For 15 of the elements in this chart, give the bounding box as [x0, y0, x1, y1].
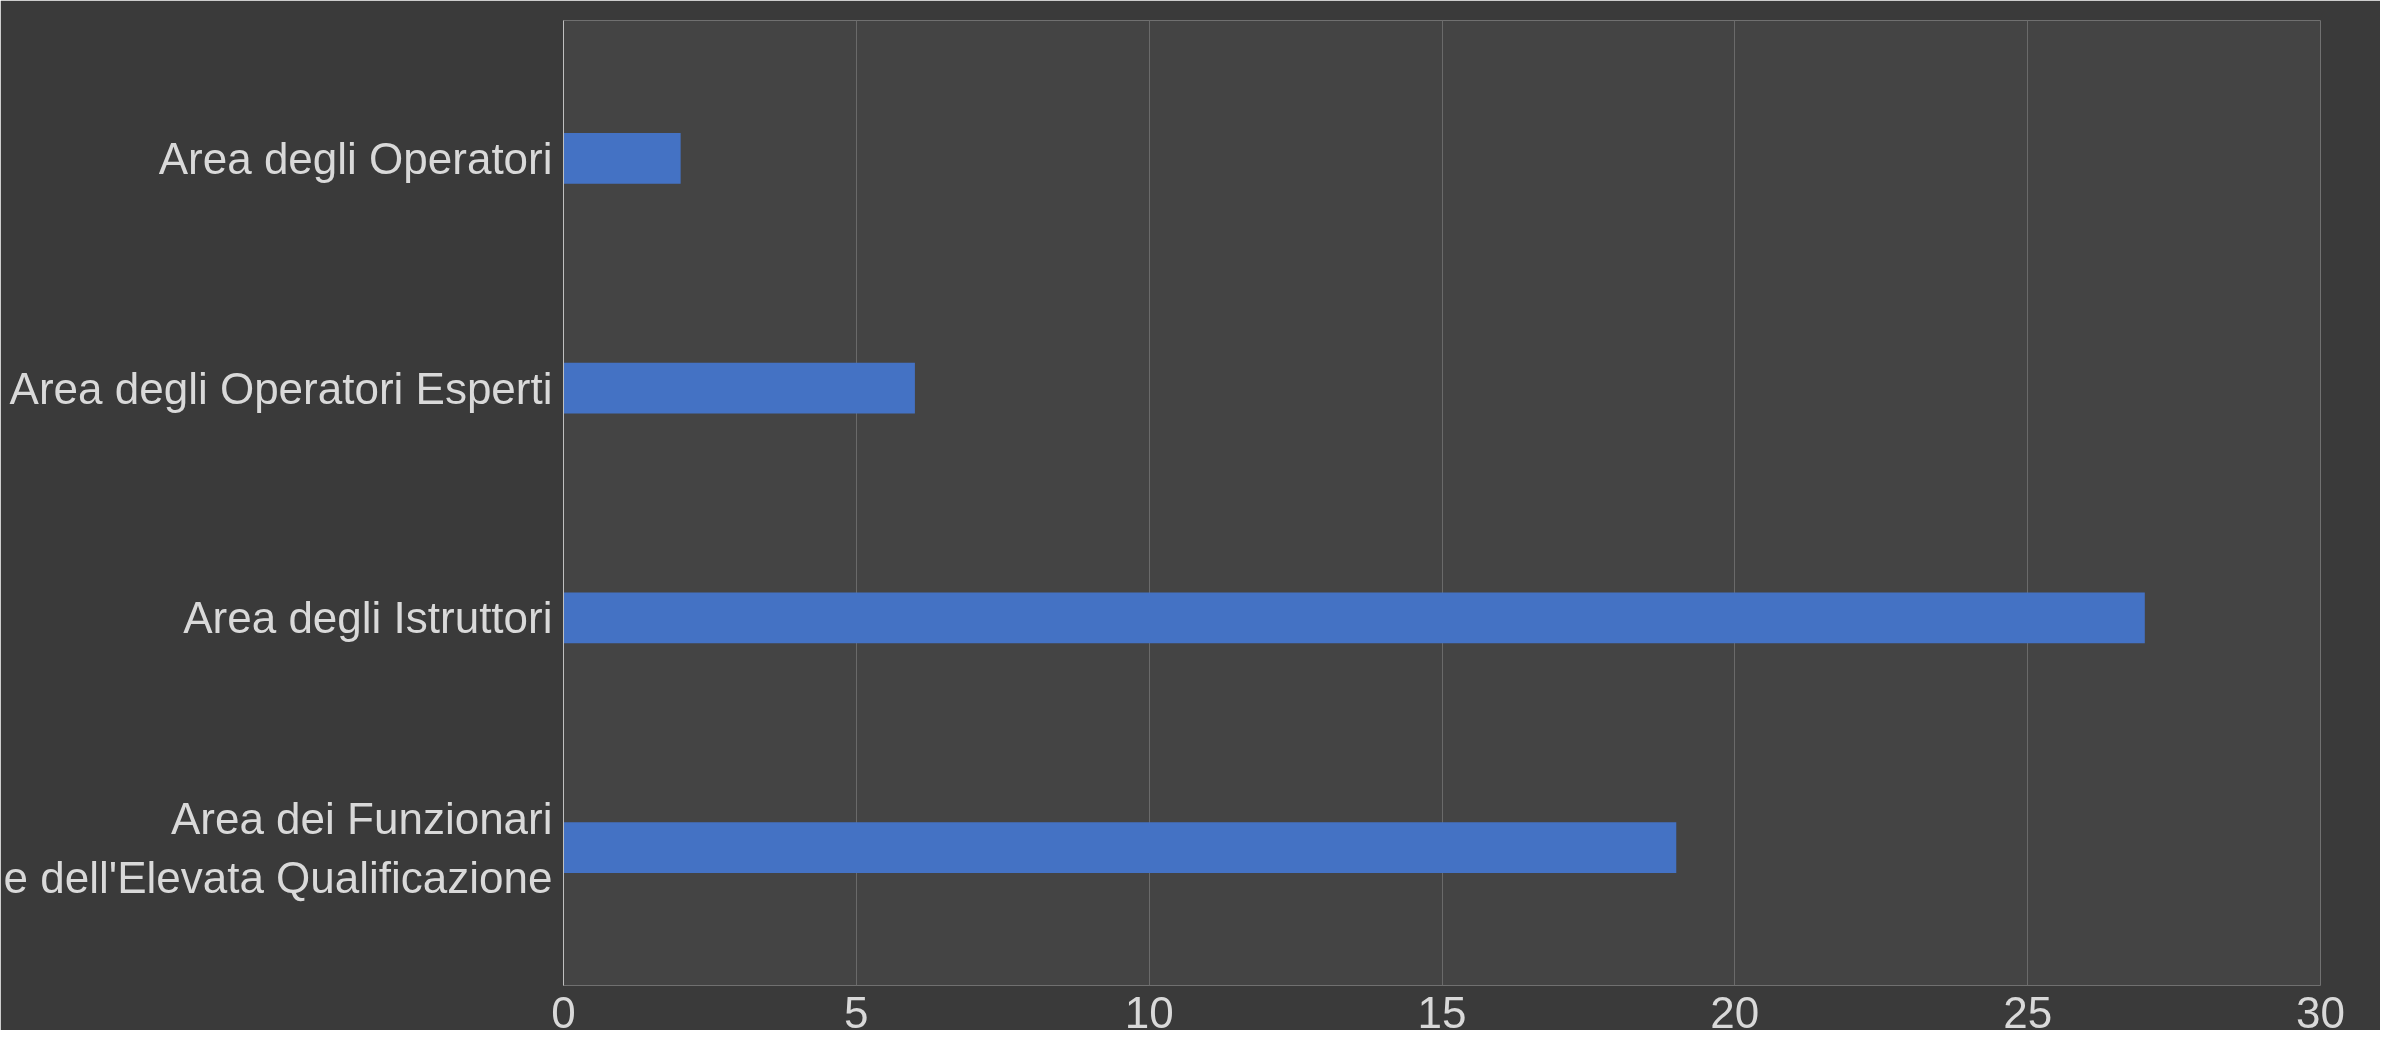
x-tick-label: 30: [2296, 987, 2345, 1037]
x-tick-label: 20: [1710, 987, 1760, 1037]
y-tick-label: Area degli Operatori: [158, 133, 553, 183]
bar: [563, 362, 915, 414]
x-tick-label: 25: [2003, 987, 2053, 1037]
bar: [563, 133, 681, 184]
x-tick-label: 0: [551, 987, 576, 1037]
x-tick-label: 15: [1417, 987, 1467, 1037]
bar: [563, 592, 2145, 644]
y-tick-label: Area degli Operatori Esperti: [9, 363, 553, 413]
y-tick-label: Area dei Funzionari e dell'Elevata Qualificazione: [3, 793, 553, 902]
bar: [563, 822, 1677, 873]
x-tick-label: 5: [844, 987, 869, 1037]
x-tick-label: 10: [1124, 987, 1174, 1037]
y-tick-label: Area degli Istruttori: [183, 593, 553, 643]
